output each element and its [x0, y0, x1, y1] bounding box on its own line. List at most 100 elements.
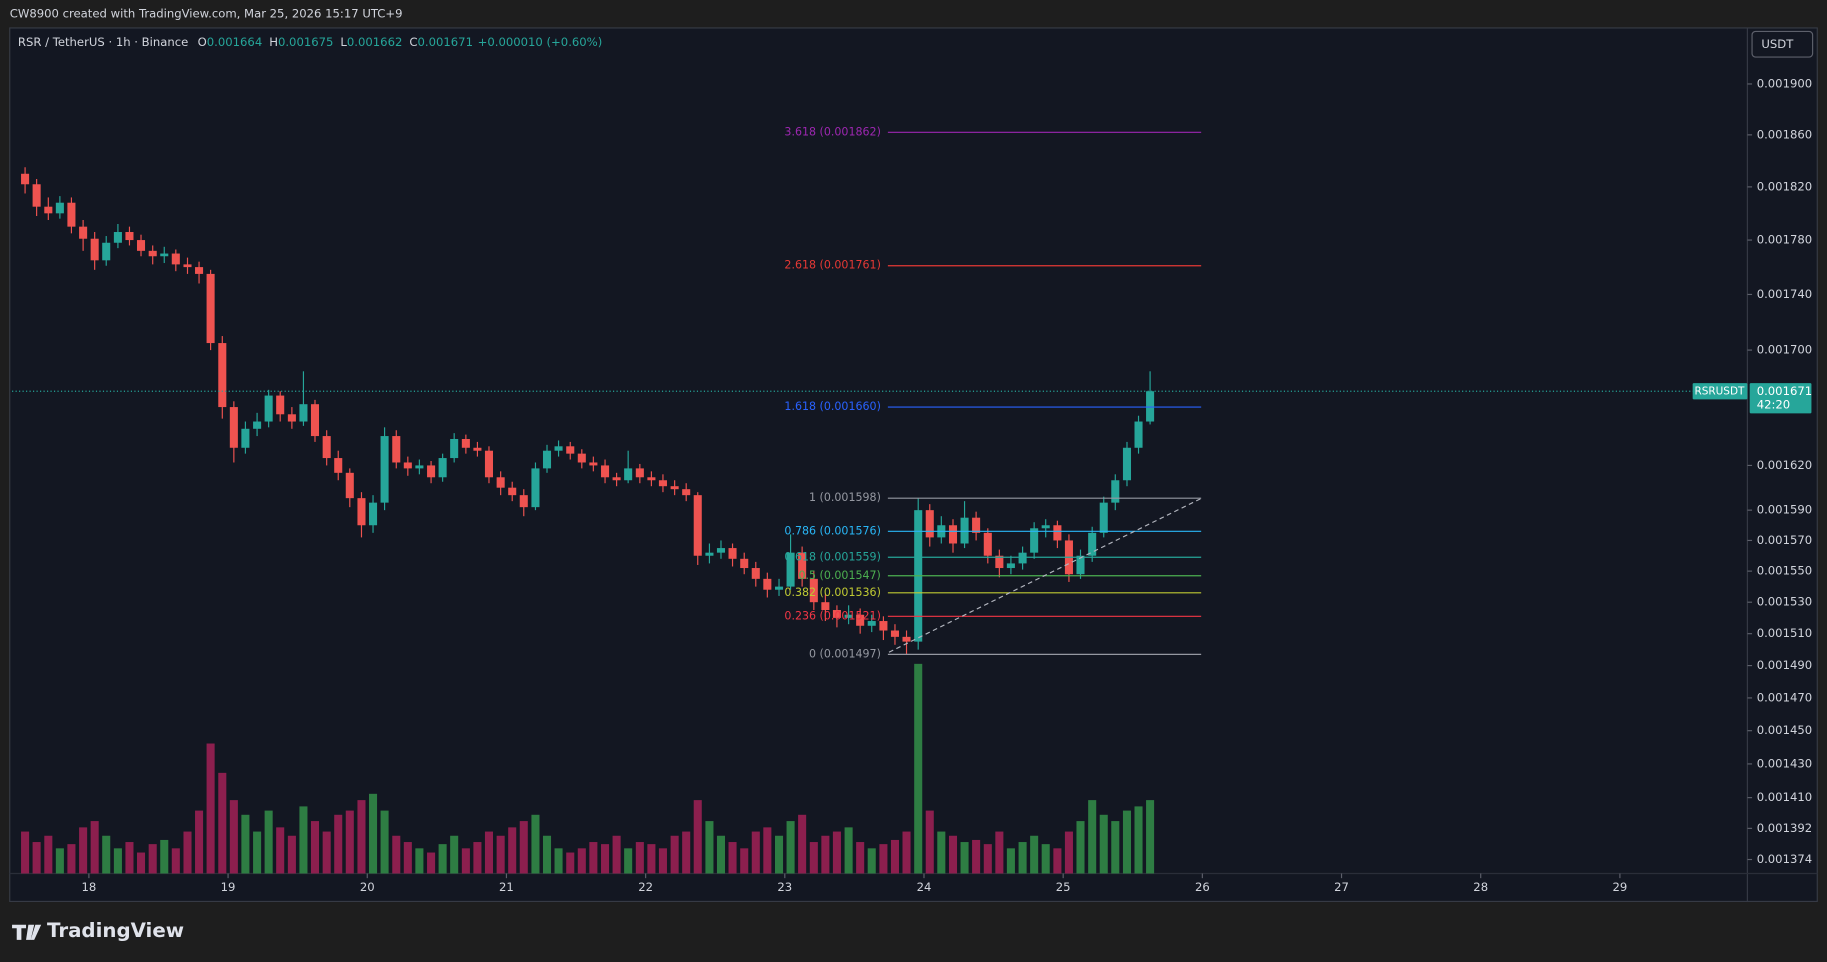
candle-body	[995, 555, 1004, 569]
volume-bar	[740, 848, 749, 874]
candle-body	[844, 614, 853, 618]
symbol-tag-label: RSRUSDT	[1694, 385, 1745, 397]
ohlc-value: 0.001664	[207, 34, 262, 48]
currency: USDT	[1761, 37, 1794, 51]
volume-bar	[716, 835, 726, 874]
candle-body	[1030, 528, 1039, 553]
x-tick-label: 19	[221, 880, 236, 894]
candle-body	[299, 404, 308, 422]
candle-body	[32, 184, 41, 207]
candle-body	[1088, 532, 1097, 556]
candle-body	[624, 468, 633, 481]
currency-button[interactable]	[1751, 30, 1814, 58]
volume-bar	[902, 831, 911, 874]
volume-bar	[473, 842, 482, 874]
candle-body	[612, 477, 621, 481]
symbol-title: RSR / TetherUS · 1h · Binance	[18, 34, 188, 48]
volume-bar	[32, 842, 41, 874]
ohlc-key: C	[409, 34, 417, 48]
candle-body	[519, 495, 528, 508]
volume-bar	[1030, 835, 1039, 874]
volume-bar	[253, 831, 262, 874]
candle-body	[113, 232, 122, 243]
candle-body	[1134, 421, 1143, 448]
volume-bar	[693, 800, 702, 874]
candle-body	[798, 552, 807, 579]
volume-bar	[218, 772, 227, 874]
candle-body	[276, 395, 285, 415]
y-tick-label: 0.001820	[1757, 179, 1812, 193]
volume-bar	[914, 663, 923, 874]
volume-bar	[566, 852, 575, 874]
candle-body	[763, 578, 772, 590]
x-tick-label: 26	[1195, 880, 1210, 894]
x-tick-label: 21	[499, 880, 514, 894]
volume-bar	[890, 839, 899, 874]
candle-body	[716, 548, 726, 553]
volume-bar	[90, 821, 99, 874]
volume-bar	[647, 844, 656, 874]
y-tick-label: 0.001570	[1757, 533, 1812, 547]
y-tick-label: 0.001550	[1757, 564, 1812, 578]
candle-body	[171, 253, 180, 265]
volume-bar	[380, 810, 389, 874]
legend-header: RSR / TetherUS · 1h · Binance O0.001664 H0…	[18, 34, 602, 48]
volume-bar	[1006, 848, 1015, 874]
change: +0.000010 (+0.60%)	[478, 34, 603, 48]
volume-bar	[1088, 800, 1097, 874]
y-tick-label: 0.001900	[1757, 76, 1812, 90]
volume-bar	[821, 835, 830, 874]
candle-body	[21, 173, 30, 185]
volume-bar	[229, 800, 238, 874]
y-tick-label: 0.001430	[1757, 756, 1812, 770]
candle-body	[589, 462, 598, 466]
volume-bar	[415, 848, 424, 874]
volume-bar	[1146, 800, 1155, 874]
x-tick-label: 25	[1056, 880, 1071, 894]
candle-body	[102, 242, 111, 261]
candle-body	[902, 636, 911, 642]
volume-bar	[21, 831, 30, 874]
ohlc-value: 0.001671	[417, 34, 472, 48]
candle-body	[774, 586, 784, 590]
y-tick-label: 0.001490	[1757, 658, 1812, 672]
candle-body	[229, 407, 238, 448]
candle-body	[218, 343, 227, 408]
candle-body	[635, 468, 644, 478]
candle-body	[1122, 447, 1132, 481]
symbol-tag	[1692, 383, 1748, 400]
x-tick-label: 20	[360, 880, 375, 894]
candle-body	[542, 450, 552, 469]
volume-bar	[287, 835, 296, 874]
volume-bar	[809, 842, 818, 874]
candle-body	[148, 250, 157, 257]
candle-body	[357, 498, 366, 526]
candle-body	[1146, 391, 1155, 422]
candle-body	[403, 462, 412, 469]
candle-body	[473, 447, 482, 451]
volume-bar	[1111, 821, 1120, 874]
fib-label: 0.236 (0.001521)	[784, 609, 880, 622]
volume-bar	[948, 835, 958, 874]
volume-bar	[995, 831, 1004, 874]
volume-bar	[751, 831, 760, 874]
volume-bar	[879, 844, 888, 874]
ohlc-value: 0.001662	[347, 34, 402, 48]
y-tick-label: 0.001780	[1757, 233, 1812, 247]
y-tick-label: 0.001860	[1757, 127, 1812, 141]
x-tick-label: 23	[777, 880, 792, 894]
fib-label: 0.786 (0.001576)	[784, 524, 880, 537]
y-tick-label: 0.001620	[1757, 458, 1812, 472]
price-tag-label: 0.001671	[1757, 384, 1812, 398]
volume-bar	[1122, 810, 1132, 874]
candle-body	[682, 489, 691, 496]
candle-body	[44, 206, 53, 214]
volume-bar	[624, 848, 633, 874]
volume-bar	[612, 835, 621, 874]
volume-bar	[1018, 842, 1027, 874]
volume-bar	[171, 848, 180, 874]
y-tick-label: 0.001410	[1757, 790, 1812, 804]
fib-label: 3.618 (0.001862)	[784, 125, 880, 138]
volume-bar	[403, 842, 412, 874]
